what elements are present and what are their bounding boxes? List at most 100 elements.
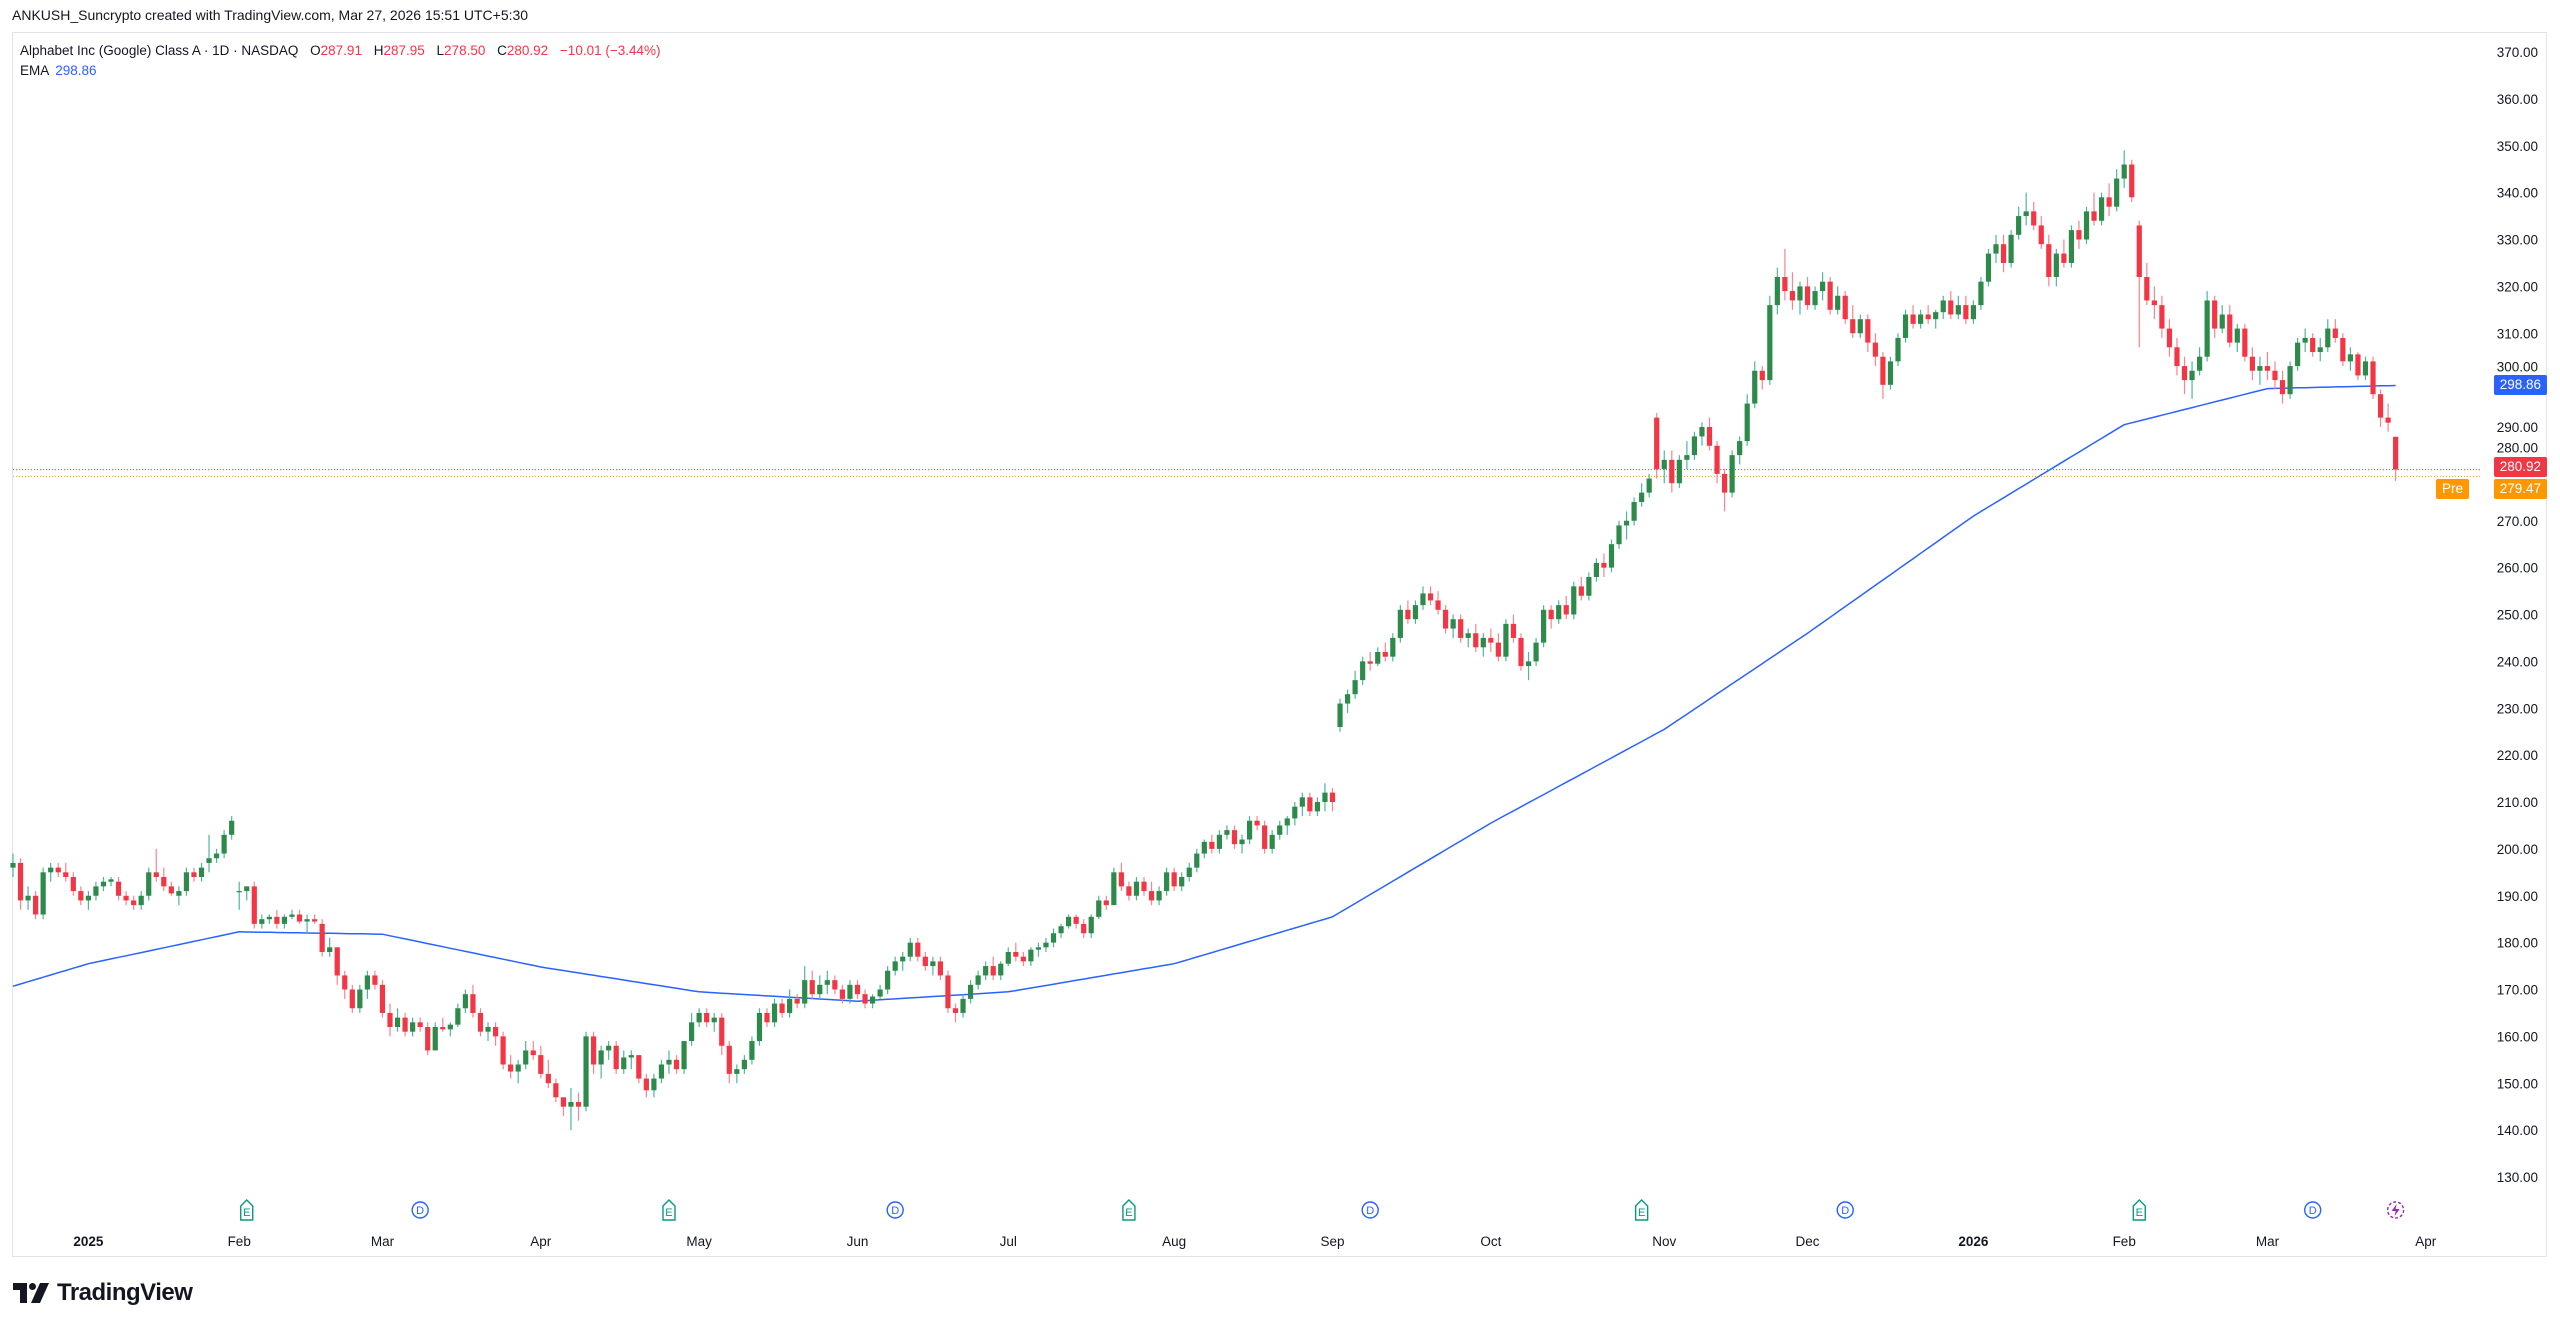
candle-up — [1887, 361, 1894, 385]
earnings-marker[interactable]: E — [662, 1199, 676, 1221]
candle-up — [1744, 403, 1750, 442]
candle-up — [1412, 605, 1419, 620]
candle-up — [1737, 441, 1743, 456]
earnings-marker[interactable]: E — [2132, 1199, 2146, 1221]
candle-up — [2204, 300, 2210, 357]
candle-up — [1224, 830, 1230, 835]
candle-down — [123, 895, 129, 901]
dividend-marker[interactable]: D — [886, 1201, 904, 1219]
price-tick-label: 310.00 — [2497, 326, 2538, 341]
dividend-icon-letter: D — [891, 1205, 899, 1217]
candle-up — [930, 961, 936, 967]
candle-up — [1352, 680, 1358, 695]
candle-down — [2106, 197, 2112, 207]
candle-down — [636, 1055, 642, 1079]
time-tick-label: Oct — [1480, 1234, 1501, 1249]
candle-up — [1066, 916, 1072, 927]
candle-down — [2174, 347, 2180, 367]
candle-down — [1925, 314, 1931, 320]
dividend-icon — [886, 1201, 904, 1219]
candle-up — [689, 1022, 695, 1042]
candle-up — [266, 916, 272, 920]
candle-up — [1631, 502, 1637, 521]
candle-up — [741, 1059, 747, 1070]
candle-up — [25, 895, 31, 901]
candle-down — [161, 877, 167, 887]
candle-down — [839, 989, 845, 999]
candle-down — [63, 872, 69, 877]
candle-down — [372, 975, 378, 985]
candle-down — [643, 1078, 649, 1091]
candle-up — [2023, 211, 2029, 217]
candle-up — [787, 998, 793, 1013]
candle-up — [447, 1024, 453, 1030]
candle-down — [832, 980, 838, 990]
candle-up — [357, 989, 363, 1009]
candle-up — [2219, 314, 2225, 329]
symbol-title[interactable]: Alphabet Inc (Google) Class A · 1D · NAS… — [20, 43, 299, 58]
candle-down — [1020, 956, 1026, 962]
ema-value: 298.86 — [55, 63, 97, 78]
ema-label[interactable]: EMA — [20, 63, 50, 78]
candle-up — [1156, 891, 1162, 901]
low-label: L — [436, 43, 445, 58]
dividend-marker[interactable]: D — [411, 1201, 429, 1219]
candle-down — [1578, 586, 1584, 596]
close-label: C — [497, 43, 507, 58]
tradingview-logo[interactable]: TradingView — [13, 1279, 193, 1307]
candle-up — [1541, 609, 1547, 643]
last-price-tag: 280.92 — [2493, 456, 2547, 477]
candle-down — [1488, 637, 1494, 643]
candle-down — [553, 1083, 559, 1098]
candle-up — [364, 975, 370, 990]
dividend-marker[interactable]: D — [2303, 1201, 2322, 1219]
dividend-marker[interactable]: D — [1361, 1201, 1379, 1219]
time-tick-label: Mar — [2256, 1234, 2280, 1249]
candle-up — [568, 1102, 574, 1107]
candle-down — [2151, 300, 2157, 306]
price-tick-label: 130.00 — [2497, 1170, 2538, 1185]
chart-frame — [12, 32, 2547, 1257]
change-value: −10.01 (−3.44%) — [559, 43, 661, 58]
candle-down — [1013, 952, 1019, 957]
candle-up — [259, 919, 265, 924]
candle-down — [1254, 820, 1260, 826]
candle-down — [2038, 225, 2044, 245]
premarket-label: Pre — [2436, 479, 2470, 500]
earnings-marker[interactable]: E — [240, 1199, 254, 1221]
candle-up — [1186, 867, 1192, 877]
candle-down — [2340, 337, 2346, 362]
candle-up — [244, 886, 250, 892]
candle-up — [1608, 544, 1615, 568]
close-value: 280.92 — [506, 43, 549, 58]
dividend-marker[interactable]: D — [1836, 1201, 1854, 1219]
candle-down — [2227, 314, 2233, 343]
candle-up — [1164, 872, 1170, 892]
price-tick-label: 270.00 — [2497, 514, 2538, 529]
candle-down — [492, 1027, 499, 1037]
lightning-marker[interactable] — [2386, 1201, 2405, 1219]
candle-up — [2234, 328, 2240, 343]
chart-legend: Alphabet Inc (Google) Class A · 1D · NAS… — [20, 41, 661, 81]
candle-down — [719, 1017, 725, 1046]
candle-down — [2129, 164, 2135, 198]
candle-up — [1133, 881, 1140, 896]
candle-down — [251, 886, 257, 924]
candle-down — [1148, 891, 1155, 901]
candle-up — [1216, 834, 1222, 849]
candle-down — [1367, 661, 1373, 664]
earnings-marker[interactable]: E — [1634, 1199, 1649, 1221]
candle-up — [1970, 305, 1976, 320]
candle-up — [1344, 694, 1351, 704]
candle-up — [1465, 633, 1471, 638]
candle-down — [296, 914, 303, 922]
earnings-marker[interactable]: E — [1122, 1199, 1136, 1221]
price-tick-label: 250.00 — [2497, 608, 2538, 623]
candle-up — [2295, 342, 2301, 367]
candle-down — [1443, 609, 1449, 629]
candle-down — [319, 923, 325, 952]
candle-up — [40, 872, 46, 915]
candle-up — [1684, 455, 1690, 460]
candle-down — [1473, 633, 1479, 648]
